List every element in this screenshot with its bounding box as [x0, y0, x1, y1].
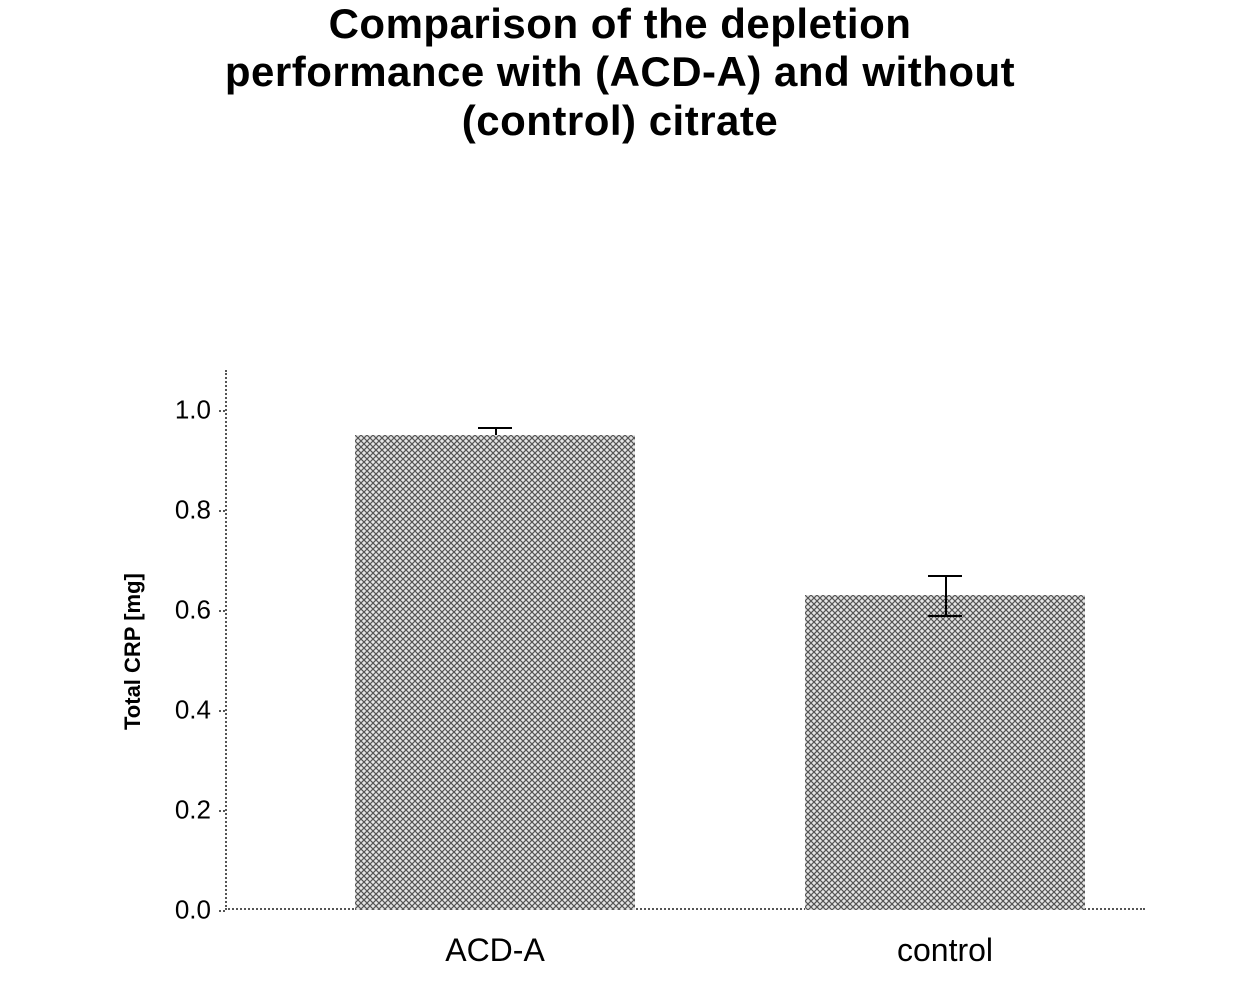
error-cap-top	[478, 427, 512, 429]
y-tick-mark	[219, 910, 225, 912]
chart-title-line: Comparison of the depletion	[30, 0, 1210, 48]
y-tick-mark	[219, 710, 225, 712]
error-cap-bottom	[928, 615, 962, 617]
chart-container: Comparison of the depletion performance …	[0, 0, 1240, 823]
y-axis-line	[225, 370, 227, 910]
chart-area: Total CRP [mg] 0.00.20.40.60.81.0ACD-Aco…	[35, 175, 1205, 990]
y-axis-label: Total CRP [mg]	[120, 573, 146, 730]
x-tick-label: control	[897, 910, 993, 969]
bar-fill	[355, 435, 635, 910]
chart-title-line: performance with (ACD-A) and without	[30, 48, 1210, 96]
y-tick-label: 0.8	[175, 494, 225, 525]
bar	[805, 595, 1085, 910]
chart-title: Comparison of the depletion performance …	[30, 0, 1210, 145]
y-tick-label: 1.0	[175, 394, 225, 425]
y-tick-mark	[219, 810, 225, 812]
y-tick-mark	[219, 610, 225, 612]
bar-fill	[805, 595, 1085, 910]
x-tick-label: ACD-A	[445, 910, 545, 969]
bar	[355, 435, 635, 910]
y-tick-label: 0.2	[175, 794, 225, 825]
y-tick-label: 0.0	[175, 894, 225, 925]
error-bar	[945, 575, 947, 615]
error-cap-top	[928, 575, 962, 577]
plot-region: 0.00.20.40.60.81.0ACD-Acontrol	[225, 370, 1145, 910]
y-tick-label: 0.6	[175, 594, 225, 625]
y-tick-mark	[219, 510, 225, 512]
y-tick-mark	[219, 410, 225, 412]
chart-title-line: (control) citrate	[30, 97, 1210, 145]
y-tick-label: 0.4	[175, 694, 225, 725]
